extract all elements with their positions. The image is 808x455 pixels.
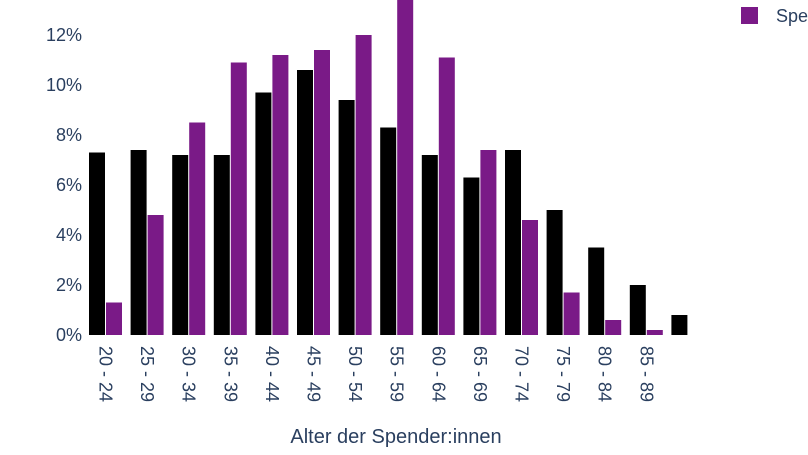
bars xyxy=(89,0,688,335)
bar-series-1 xyxy=(421,155,438,335)
bar-series-2 xyxy=(605,320,622,335)
y-axis: 0% 2% 4% 6% 8% 10% 12% xyxy=(46,25,82,345)
x-tick-label: 45 - 49 xyxy=(304,346,324,402)
bar-series-2 xyxy=(314,50,330,335)
x-tick-label: 25 - 29 xyxy=(137,346,157,402)
legend-label: Spe xyxy=(776,6,808,26)
bar-series-1 xyxy=(629,285,646,335)
x-axis-title: Alter der Spender:innen xyxy=(290,426,501,448)
bar-series-1 xyxy=(338,100,355,335)
x-tick-label: 85 - 89 xyxy=(636,346,656,402)
x-tick-label: 70 - 74 xyxy=(512,346,532,402)
y-tick-label: 4% xyxy=(56,225,82,245)
legend[interactable]: Spe xyxy=(741,6,808,26)
x-tick-label: 40 - 44 xyxy=(262,346,282,402)
bar-series-1 xyxy=(463,177,480,335)
bar-series-1 xyxy=(213,155,230,335)
x-tick-label: 50 - 54 xyxy=(345,346,365,402)
bar-series-2 xyxy=(397,0,414,335)
x-tick-label: 35 - 39 xyxy=(220,346,240,402)
x-tick-label: 55 - 59 xyxy=(387,346,407,402)
bar-series-2 xyxy=(355,35,372,335)
bar-series-2 xyxy=(563,292,580,335)
x-tick-label: 30 - 34 xyxy=(179,346,199,402)
x-tick-label: 60 - 64 xyxy=(428,346,448,402)
y-tick-label: 12% xyxy=(46,25,82,45)
y-tick-label: 0% xyxy=(56,325,82,345)
bar-series-2 xyxy=(646,330,663,335)
bar-series-1 xyxy=(546,210,563,335)
x-tick-label: 80 - 84 xyxy=(595,346,615,402)
bar-series-1 xyxy=(505,150,521,335)
bar-series-1 xyxy=(89,152,105,335)
bar-series-2 xyxy=(480,150,497,335)
bar-series-1 xyxy=(671,315,688,335)
x-tick-label: 75 - 79 xyxy=(553,346,573,402)
y-tick-label: 10% xyxy=(46,75,82,95)
bar-series-2 xyxy=(272,55,289,335)
bar-series-2 xyxy=(189,122,206,335)
bar-series-2 xyxy=(438,57,455,335)
x-tick-label: 65 - 69 xyxy=(470,346,490,402)
y-tick-label: 2% xyxy=(56,275,82,295)
bar-series-1 xyxy=(255,92,272,335)
x-tick-label: 20 - 24 xyxy=(96,346,116,402)
bar-series-2 xyxy=(106,302,122,335)
bar-series-2 xyxy=(522,220,538,335)
y-tick-label: 8% xyxy=(56,125,82,145)
y-tick-label: 6% xyxy=(56,175,82,195)
bar-series-1 xyxy=(297,70,313,335)
legend-swatch xyxy=(741,7,758,24)
bar-series-1 xyxy=(380,127,397,335)
bar-series-1 xyxy=(588,247,605,335)
bar-series-2 xyxy=(230,62,247,335)
x-axis: 20 - 24 25 - 29 30 - 34 35 - 39 40 - 44 45 - … xyxy=(96,346,657,402)
bar-series-2 xyxy=(147,215,164,335)
bar-series-1 xyxy=(130,150,147,335)
bar-series-1 xyxy=(172,155,189,335)
